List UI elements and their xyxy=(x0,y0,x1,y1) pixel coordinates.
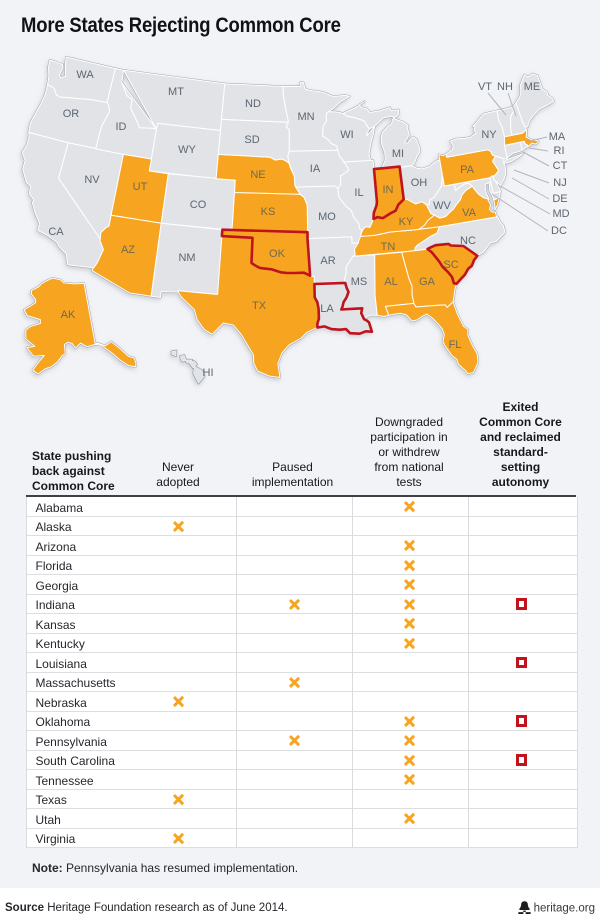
svg-text:CO: CO xyxy=(190,199,207,211)
svg-text:FL: FL xyxy=(449,339,462,351)
svg-text:NY: NY xyxy=(481,129,497,141)
svg-text:SC: SC xyxy=(443,259,458,271)
svg-text:DE: DE xyxy=(552,193,567,205)
svg-text:VT: VT xyxy=(478,81,492,93)
svg-text:NM: NM xyxy=(178,252,195,264)
svg-text:WA: WA xyxy=(76,69,94,81)
svg-text:MT: MT xyxy=(168,86,184,98)
svg-text:MN: MN xyxy=(297,111,314,123)
svg-text:MI: MI xyxy=(392,148,404,160)
svg-text:WI: WI xyxy=(340,129,353,141)
svg-text:IL: IL xyxy=(354,187,363,199)
svg-text:RI: RI xyxy=(554,145,565,157)
svg-text:MD: MD xyxy=(552,208,569,220)
svg-text:GA: GA xyxy=(419,276,436,288)
svg-text:OR: OR xyxy=(63,108,80,120)
svg-text:OH: OH xyxy=(411,177,428,189)
svg-text:NJ: NJ xyxy=(553,177,566,189)
svg-text:WY: WY xyxy=(178,144,196,156)
svg-text:NE: NE xyxy=(250,169,265,181)
svg-text:ND: ND xyxy=(245,98,261,110)
svg-text:NC: NC xyxy=(460,235,476,247)
svg-text:PA: PA xyxy=(460,164,475,176)
svg-text:ME: ME xyxy=(524,81,541,93)
svg-text:DC: DC xyxy=(551,225,567,237)
svg-text:TN: TN xyxy=(381,241,396,253)
svg-text:MO: MO xyxy=(318,211,336,223)
svg-text:WV: WV xyxy=(433,200,451,212)
svg-text:AR: AR xyxy=(320,255,335,267)
svg-text:UT: UT xyxy=(133,181,148,193)
svg-text:IN: IN xyxy=(383,184,394,196)
svg-text:CA: CA xyxy=(48,226,64,238)
svg-text:HI: HI xyxy=(203,367,214,379)
svg-text:AK: AK xyxy=(61,309,76,321)
svg-text:LA: LA xyxy=(320,303,334,315)
svg-text:SD: SD xyxy=(244,134,259,146)
svg-text:CT: CT xyxy=(553,160,568,172)
svg-text:AZ: AZ xyxy=(121,244,135,256)
svg-text:MS: MS xyxy=(351,276,368,288)
svg-text:ID: ID xyxy=(116,121,127,133)
svg-text:TX: TX xyxy=(252,300,267,312)
svg-text:AL: AL xyxy=(384,276,397,288)
svg-text:NH: NH xyxy=(497,81,513,93)
svg-text:KS: KS xyxy=(261,206,276,218)
svg-text:NV: NV xyxy=(84,174,100,186)
svg-text:VA: VA xyxy=(462,207,477,219)
svg-text:KY: KY xyxy=(399,216,414,228)
svg-text:MA: MA xyxy=(549,131,566,143)
svg-text:OK: OK xyxy=(269,248,286,260)
svg-text:IA: IA xyxy=(310,163,321,175)
